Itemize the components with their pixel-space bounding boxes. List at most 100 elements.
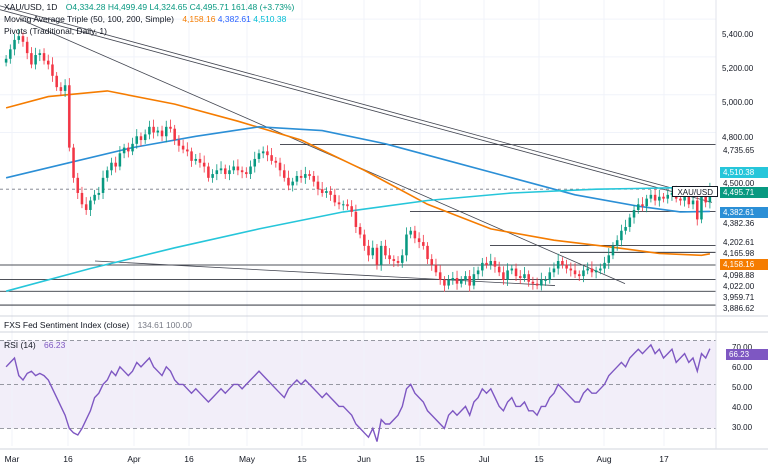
- candle-body: [468, 276, 471, 286]
- candle-body: [42, 53, 46, 61]
- price-tag-4382: 4,382.36: [720, 218, 768, 229]
- candle-body: [371, 247, 375, 256]
- candle-body: [607, 255, 611, 263]
- candle-body: [76, 177, 80, 193]
- time-label-may15: 15: [297, 454, 307, 464]
- candle-body: [257, 153, 261, 159]
- rsi-tick-50: 50.00: [732, 383, 753, 392]
- price-tag-close: 4,495.71: [720, 187, 768, 198]
- sentiment-ref: 100.00: [165, 320, 192, 330]
- candle-body: [548, 272, 552, 280]
- candle-body: [63, 85, 67, 91]
- candle-body: [240, 170, 244, 173]
- candle-body: [156, 130, 160, 133]
- candle-body: [670, 192, 674, 195]
- candle-body: [375, 247, 379, 265]
- candle-body: [447, 279, 450, 286]
- candle-body: [13, 39, 16, 50]
- candle-body: [392, 259, 396, 261]
- candle-body: [481, 262, 484, 271]
- candle-body: [164, 126, 168, 137]
- candle-body: [489, 260, 493, 265]
- time-label-apr16: 16: [184, 454, 194, 464]
- candle-body: [443, 279, 446, 286]
- candle-body: [236, 166, 240, 171]
- candle-body: [320, 189, 324, 193]
- candle-body: [232, 166, 235, 171]
- ma-legend[interactable]: Moving Average Triple (50, 100, 200, Sim…: [4, 14, 286, 25]
- candle-body: [577, 274, 581, 277]
- ohlc-change: 161.48 (+3.73%): [231, 2, 295, 12]
- candle-body: [270, 155, 273, 161]
- ma200-line: [5, 186, 710, 292]
- candle-body: [636, 204, 640, 210]
- candle-body: [118, 153, 122, 167]
- candle-body: [127, 147, 130, 152]
- time-label-mar: Mar: [4, 454, 20, 464]
- candle-body: [599, 268, 602, 271]
- candle-body: [202, 162, 206, 167]
- candle-body: [409, 230, 412, 235]
- candle-body: [295, 175, 299, 182]
- candle-body: [615, 240, 619, 246]
- candle-body: [388, 255, 391, 260]
- sentiment-legend[interactable]: FXS Fed Sentiment Index (close) 134.61 1…: [4, 320, 192, 331]
- price-tick-5000: 5,000.00: [722, 98, 754, 107]
- candle-body: [704, 196, 707, 203]
- candle-body: [308, 174, 311, 176]
- candle-body: [72, 147, 75, 178]
- candle-body: [80, 192, 84, 205]
- price-tick-4800: 4,800.00: [722, 133, 754, 142]
- candle-body: [350, 206, 353, 212]
- ohlc-open: O4,334.28: [65, 2, 106, 12]
- candle-body: [358, 226, 362, 235]
- candle-body: [691, 200, 695, 205]
- candle-body: [438, 272, 442, 280]
- candle-body: [624, 226, 627, 231]
- candle-body: [249, 166, 252, 175]
- time-label-jul15: 15: [534, 454, 544, 464]
- rsi-pane[interactable]: [0, 334, 716, 448]
- candle-body: [569, 268, 573, 271]
- trend-line-mid: [19, 18, 626, 285]
- candle-body: [405, 234, 408, 256]
- trend-lines[interactable]: [0, 5, 713, 286]
- candle-body: [333, 194, 337, 203]
- candle-body: [510, 268, 514, 271]
- candle-body: [211, 174, 214, 178]
- candle-body: [46, 60, 50, 65]
- pivots-legend[interactable]: Pivots (Traditional, Daily, 1): [4, 26, 107, 37]
- candle-body: [30, 53, 33, 65]
- price-tag-ma100: 4,382.61: [720, 207, 768, 218]
- candle-body: [84, 204, 88, 210]
- candlesticks: [4, 28, 712, 292]
- rsi-legend[interactable]: RSI (14) 66.23: [4, 340, 65, 351]
- candle-body: [518, 276, 522, 278]
- time-label-aug17: 17: [659, 454, 669, 464]
- candle-body: [261, 151, 265, 154]
- candle-body: [535, 283, 539, 286]
- candle-body: [190, 151, 193, 161]
- candle-body: [291, 181, 294, 186]
- candle-body: [4, 58, 8, 63]
- candle-body: [683, 196, 686, 201]
- grid-lines: [0, 0, 716, 446]
- symbol-tag[interactable]: XAU/USD: [672, 186, 718, 197]
- candle-body: [573, 270, 577, 275]
- rsi-label: RSI (14): [4, 340, 36, 350]
- axes: [0, 0, 768, 450]
- candle-body: [253, 158, 257, 167]
- time-label-jun: Jun: [357, 454, 371, 464]
- price-pane[interactable]: [0, 0, 768, 316]
- candle-body: [594, 270, 598, 273]
- ma200-value: 4,510.38: [253, 14, 287, 24]
- price-tick-5200: 5,200.00: [722, 64, 754, 73]
- rsi-value-tag: 66.23: [726, 349, 768, 360]
- candle-body: [215, 170, 219, 175]
- symbol-legend: XAU/USD, 1D O4,334.28 H4,499.49 L4,324.6…: [4, 2, 294, 13]
- symbol-title: XAU/USD, 1D: [4, 2, 58, 12]
- candle-body: [59, 87, 63, 91]
- candle-body: [459, 279, 463, 284]
- price-tick-5400: 5,400.00: [722, 30, 754, 39]
